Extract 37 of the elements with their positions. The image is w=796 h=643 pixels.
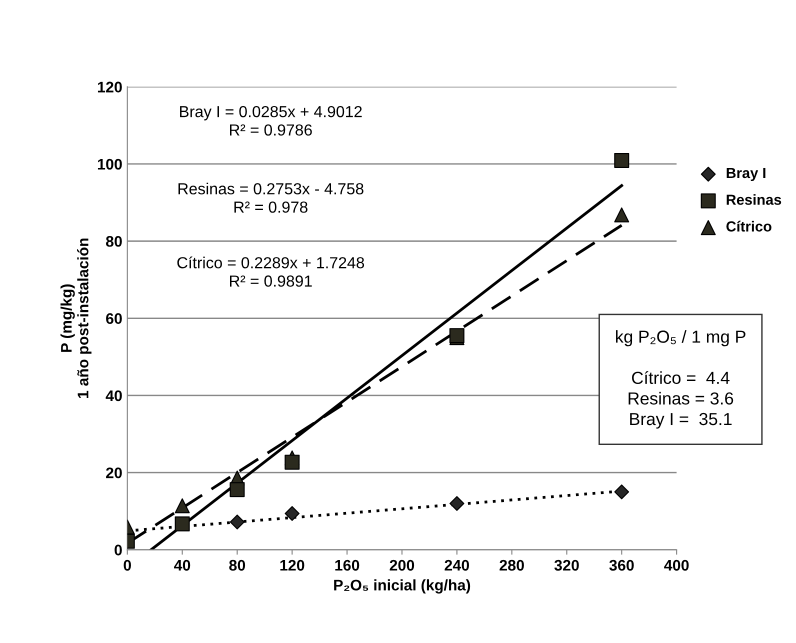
annotation: Bray I = 0.0285x + 4.9012 R² = 0.9786 <box>180 106 362 136</box>
y-tick-label: 60 <box>106 313 122 324</box>
x-tick-label: 80 <box>229 560 246 571</box>
x-tick-label: 120 <box>280 560 304 571</box>
legend-label: Bray I <box>726 168 766 182</box>
point <box>284 506 300 521</box>
x-tick-label: 320 <box>554 560 579 571</box>
y-tick-label: 0 <box>114 544 122 556</box>
x-tick-label: 200 <box>390 560 414 571</box>
x-tick-label: 400 <box>664 560 689 571</box>
y-tick-label: 120 <box>98 82 122 92</box>
annotation: Resinas = 0.2753x - 4.758 R² = 0.978 <box>178 182 364 213</box>
point <box>614 152 630 168</box>
y-tick-label: 100 <box>98 158 122 170</box>
point <box>449 496 464 511</box>
x-tick-label: 360 <box>609 560 634 571</box>
point <box>174 498 190 514</box>
point <box>614 207 630 222</box>
point <box>614 484 630 500</box>
y-tick-label: 80 <box>106 236 122 247</box>
annotation: Cítrico = 0.2289x + 1.7248 R² = 0.9891 <box>177 256 364 287</box>
point <box>174 516 190 532</box>
legend-label: Resinas <box>726 194 782 205</box>
x-axis-title: P₂O₅ inicial (kg/ha) <box>334 579 470 594</box>
x-tick-label: 40 <box>174 560 190 571</box>
y-tick-label: 40 <box>106 390 122 402</box>
text: kg P₂O₅ / 1 mg P Cítrico = 4.4 Resinas = 3.6 Bray I = 35.1 <box>616 330 746 429</box>
x-tick-label: 280 <box>500 560 524 571</box>
y-tick-label: 20 <box>106 467 122 478</box>
x-tick-label: 0 <box>124 560 131 571</box>
legend-label: Cítrico <box>726 220 772 232</box>
point <box>230 482 245 498</box>
y-axis-title: P (mg/kg) 1 año post-instalación <box>60 238 92 398</box>
x-tick-label: 240 <box>444 560 470 571</box>
x-tick-label: 160 <box>335 560 360 571</box>
point <box>284 454 300 470</box>
point <box>230 514 245 530</box>
